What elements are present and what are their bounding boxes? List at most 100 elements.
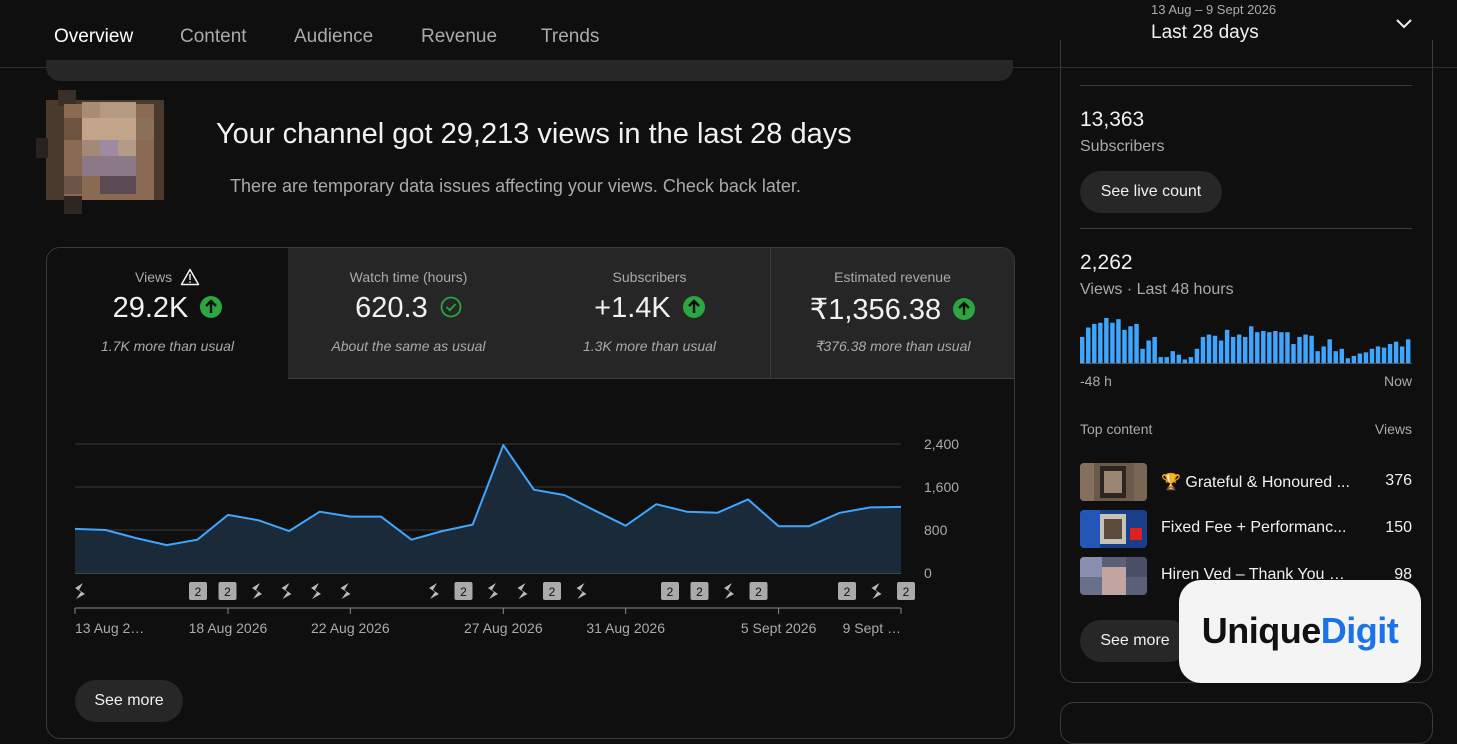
watermark-text-digit: Digit xyxy=(1320,610,1399,651)
tab-content[interactable]: Content xyxy=(180,26,247,47)
realtime-bar[interactable] xyxy=(1321,346,1326,363)
see-live-count-button[interactable]: See live count xyxy=(1080,171,1222,213)
realtime-bar[interactable] xyxy=(1182,359,1188,363)
x-tick-label: 5 Sept 2026 xyxy=(741,620,817,636)
tab-trends[interactable]: Trends xyxy=(541,26,600,47)
metric-label: Estimated revenue xyxy=(834,269,951,285)
realtime-bar[interactable] xyxy=(1134,323,1139,363)
realtime-bar[interactable] xyxy=(1176,354,1182,363)
realtime-bar[interactable] xyxy=(1297,336,1302,363)
see-more-button[interactable]: See more xyxy=(75,680,183,722)
top-content-see-more-button[interactable]: See more xyxy=(1080,620,1190,662)
realtime-bar[interactable] xyxy=(1158,357,1163,363)
realtime-bar[interactable] xyxy=(1164,357,1169,363)
upload-count-label: 2 xyxy=(224,585,231,599)
realtime-bar[interactable] xyxy=(1116,319,1121,363)
realtime-bar[interactable] xyxy=(1188,357,1194,363)
video-views: 150 xyxy=(1385,519,1412,536)
top-content-item[interactable]: Hiren Ved – Thank You Sp... 98 xyxy=(1080,557,1412,595)
shorts-marker-icon xyxy=(517,583,528,599)
views-line xyxy=(74,444,902,547)
realtime-bar[interactable] xyxy=(1333,351,1338,363)
subscriber-label: Subscribers xyxy=(1080,138,1165,155)
realtime-bar[interactable] xyxy=(1279,332,1284,363)
realtime-bar[interactable] xyxy=(1363,352,1369,363)
uniquedigit-watermark: UniqueDigit xyxy=(1179,580,1421,683)
upload-count-label: 2 xyxy=(696,585,703,599)
realtime-bar[interactable] xyxy=(1230,336,1236,363)
realtime-bar[interactable] xyxy=(1291,344,1296,363)
metric-tab-views[interactable]: Views 29.2K 1.7K more than usual xyxy=(47,248,289,378)
realtime-bar[interactable] xyxy=(1381,347,1387,363)
realtime-bar[interactable] xyxy=(1104,318,1109,363)
realtime-bar[interactable] xyxy=(1122,329,1127,363)
realtime-bar[interactable] xyxy=(1369,348,1375,363)
realtime-bar[interactable] xyxy=(1140,348,1145,363)
realtime-bar[interactable] xyxy=(1086,327,1091,363)
video-thumbnail xyxy=(1080,463,1147,501)
realtime-bar[interactable] xyxy=(1242,336,1248,363)
realtime-bar[interactable] xyxy=(1393,341,1399,363)
metric-label: Subscribers xyxy=(612,269,687,285)
metric-tab-revenue[interactable]: Estimated revenue ₹1,356.38 ₹376.38 more… xyxy=(771,248,1014,379)
realtime-bar[interactable] xyxy=(1110,322,1115,363)
realtime-bar[interactable] xyxy=(1249,326,1254,363)
realtime-bar[interactable] xyxy=(1267,332,1272,363)
realtime-bar[interactable] xyxy=(1327,339,1332,363)
tab-audience[interactable]: Audience xyxy=(294,26,374,47)
realtime-bar[interactable] xyxy=(1170,351,1175,363)
date-range-text[interactable]: 13 Aug – 9 Sept 2026 xyxy=(1151,2,1277,17)
divider xyxy=(1080,85,1412,86)
realtime-bar[interactable] xyxy=(1152,336,1157,363)
realtime-bar[interactable] xyxy=(1273,331,1278,363)
shorts-marker-icon xyxy=(871,583,882,599)
realtime-bar[interactable] xyxy=(1303,334,1308,363)
realtime-bar[interactable] xyxy=(1236,334,1242,363)
date-range-label[interactable]: Last 28 days xyxy=(1151,22,1259,43)
realtime-bar[interactable] xyxy=(1357,353,1363,363)
chevron-down-icon[interactable] xyxy=(1394,14,1414,34)
realtime-bar[interactable] xyxy=(1345,358,1351,363)
realtime-bar[interactable] xyxy=(1405,339,1411,363)
top-content-item[interactable]: 🏆 Grateful & Honoured ... 376 xyxy=(1080,463,1412,501)
realtime-bar[interactable] xyxy=(1128,326,1133,363)
realtime-bar[interactable] xyxy=(1098,322,1103,363)
video-thumbnail xyxy=(1080,510,1147,548)
realtime-bar[interactable] xyxy=(1206,334,1212,363)
metric-tab-subscribers[interactable]: Subscribers +1.4K 1.3K more than usual xyxy=(529,248,771,379)
top-content-item[interactable]: Fixed Fee + Performanc... 150 xyxy=(1080,510,1412,548)
realtime-bar[interactable] xyxy=(1399,346,1405,363)
realtime-bar[interactable] xyxy=(1146,340,1151,364)
realtime-bar[interactable] xyxy=(1212,335,1218,363)
realtime-bar[interactable] xyxy=(1092,323,1097,363)
realtime-bar[interactable] xyxy=(1261,331,1266,363)
tab-revenue[interactable]: Revenue xyxy=(421,26,498,47)
video-title: Fixed Fee + Performanc... xyxy=(1161,519,1347,536)
realtime-bar[interactable] xyxy=(1080,336,1085,363)
realtime-bar[interactable] xyxy=(1351,355,1357,363)
metric-value: ₹1,356.38 xyxy=(809,294,942,326)
realtime-bar[interactable] xyxy=(1285,332,1290,363)
upload-count-marker xyxy=(189,582,207,600)
realtime-bar[interactable] xyxy=(1309,335,1314,363)
realtime-bar[interactable] xyxy=(1224,329,1230,363)
top-nav-bar: Overview Content Audience Revenue Trends… xyxy=(0,0,1457,68)
check-circle-icon xyxy=(440,296,462,318)
realtime-bar[interactable] xyxy=(1375,346,1381,363)
tab-overview[interactable]: Overview xyxy=(54,26,134,47)
metric-tab-watch-time[interactable]: Watch time (hours) 620.3 About the same … xyxy=(288,248,530,379)
realtime-bar[interactable] xyxy=(1387,344,1393,363)
shorts-marker-icon xyxy=(75,583,85,599)
realtime-bar[interactable] xyxy=(1255,332,1260,363)
x-tick-label: 18 Aug 2026 xyxy=(189,620,268,636)
realtime-bar[interactable] xyxy=(1315,351,1320,363)
video-thumbnail xyxy=(1080,557,1147,595)
shorts-marker-icon xyxy=(311,583,321,599)
warning-icon[interactable] xyxy=(180,268,200,286)
realtime-bar[interactable] xyxy=(1339,348,1344,363)
realtime-bar[interactable] xyxy=(1194,348,1200,363)
realtime-bar[interactable] xyxy=(1200,336,1206,363)
realtime-views-bar-chart[interactable] xyxy=(1080,316,1412,364)
realtime-bar[interactable] xyxy=(1218,340,1224,364)
